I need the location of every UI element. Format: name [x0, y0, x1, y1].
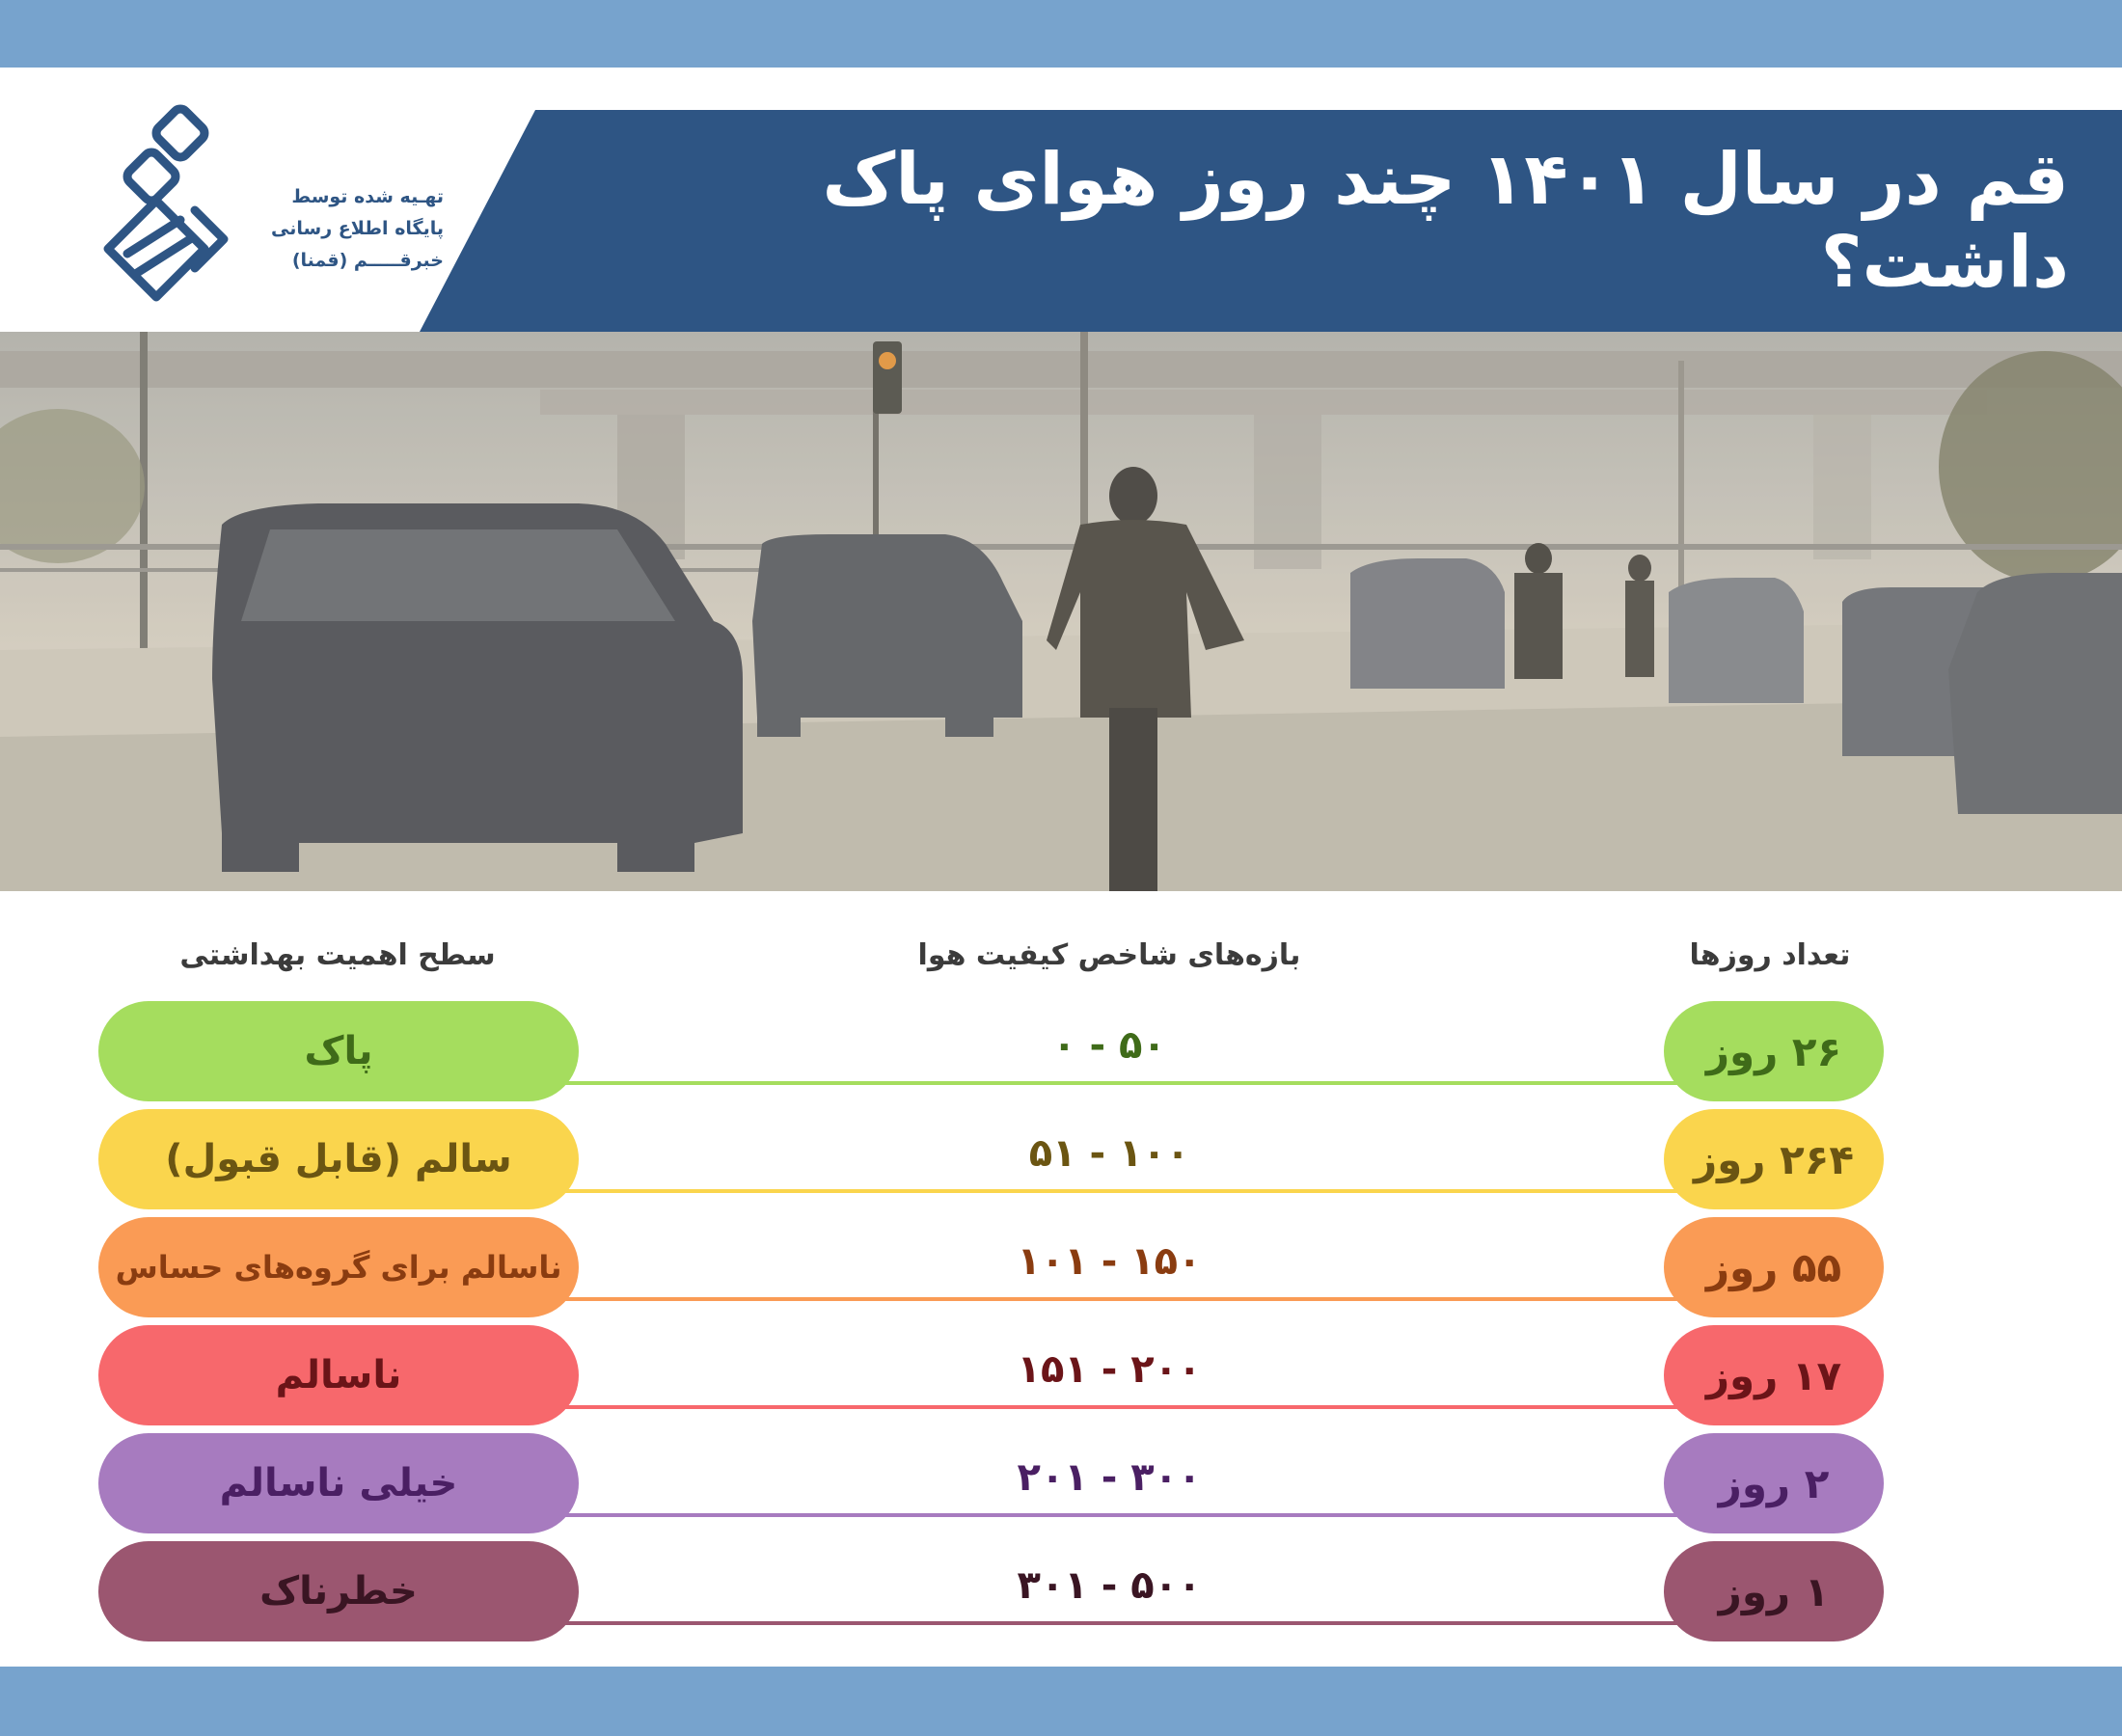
header-health-level: سطح اهمیت بهداشتی — [179, 937, 496, 972]
bottom-band — [0, 1667, 2122, 1736]
row-connector-line — [540, 1189, 1698, 1193]
aqi-range-value: ۲۰۱ - ۳۰۰ — [1017, 1455, 1202, 1500]
level-badge: خیلی ناسالم — [98, 1433, 579, 1533]
days-badge: ۲۶۴ روز — [1664, 1109, 1884, 1209]
aqi-range-value: ۱۵۱ - ۲۰۰ — [1017, 1347, 1202, 1392]
table-row: خطرناک ۳۰۱ - ۵۰۰ ۱ روز — [0, 1541, 2122, 1647]
credit-line-3: خبرقـــــم (قمنا) — [291, 250, 444, 271]
row-connector-line — [540, 1513, 1698, 1517]
credit-line-1: تهـیه شده توسط — [291, 186, 444, 207]
row-connector-line — [540, 1297, 1698, 1301]
header-aqi-range: بازه‌های شاخص کیفیت هوا — [917, 937, 1301, 972]
table-row: ناسالم ۱۵۱ - ۲۰۰ ۱۷ روز — [0, 1325, 2122, 1431]
header-days-count: تعداد روزها — [1689, 937, 1851, 972]
aqi-range-value: ۳۰۱ - ۵۰۰ — [1017, 1563, 1202, 1608]
days-badge: ۲۶ روز — [1664, 1001, 1884, 1101]
row-connector-line — [540, 1081, 1698, 1085]
table-row: سالم (قابل قبول) ۵۱ - ۱۰۰ ۲۶۴ روز — [0, 1109, 2122, 1215]
table-row: پاک ۰ - ۵۰ ۲۶ روز — [0, 1001, 2122, 1107]
days-badge: ۱۷ روز — [1664, 1325, 1884, 1425]
qomna-logo-icon — [103, 104, 229, 302]
credit-line-2: پایگاه اطلاع رسانی — [271, 218, 444, 239]
title-banner: قم در سال ۱۴۰۱ چند روز هوای پاک داشت؟ — [420, 110, 2122, 332]
aqi-range-value: ۵۱ - ۱۰۰ — [1028, 1131, 1190, 1176]
top-band — [0, 0, 2122, 68]
aqi-range-value: ۱۰۱ - ۱۵۰ — [1017, 1239, 1202, 1284]
aqi-range-value: ۰ - ۵۰ — [1052, 1023, 1166, 1068]
days-badge: ۲ روز — [1664, 1433, 1884, 1533]
level-badge: خطرناک — [98, 1541, 579, 1641]
level-badge: ناسالم — [98, 1325, 579, 1425]
days-badge: ۵۵ روز — [1664, 1217, 1884, 1317]
table-row: ناسالم برای گروه‌های حساس ۱۰۱ - ۱۵۰ ۵۵ ر… — [0, 1217, 2122, 1323]
credit-block: تهـیه شده توسط پایگاه اطلاع رسانی خبرقــ… — [222, 181, 444, 277]
row-connector-line — [540, 1621, 1698, 1625]
hazy-street-photo — [0, 332, 2122, 891]
page-title: قم در سال ۱۴۰۱ چند روز هوای پاک داشت؟ — [822, 138, 2069, 304]
level-badge: پاک — [98, 1001, 579, 1101]
level-badge: ناسالم برای گروه‌های حساس — [98, 1217, 579, 1317]
level-badge: سالم (قابل قبول) — [98, 1109, 579, 1209]
table-row: خیلی ناسالم ۲۰۱ - ۳۰۰ ۲ روز — [0, 1433, 2122, 1539]
row-connector-line — [540, 1405, 1698, 1409]
days-badge: ۱ روز — [1664, 1541, 1884, 1641]
